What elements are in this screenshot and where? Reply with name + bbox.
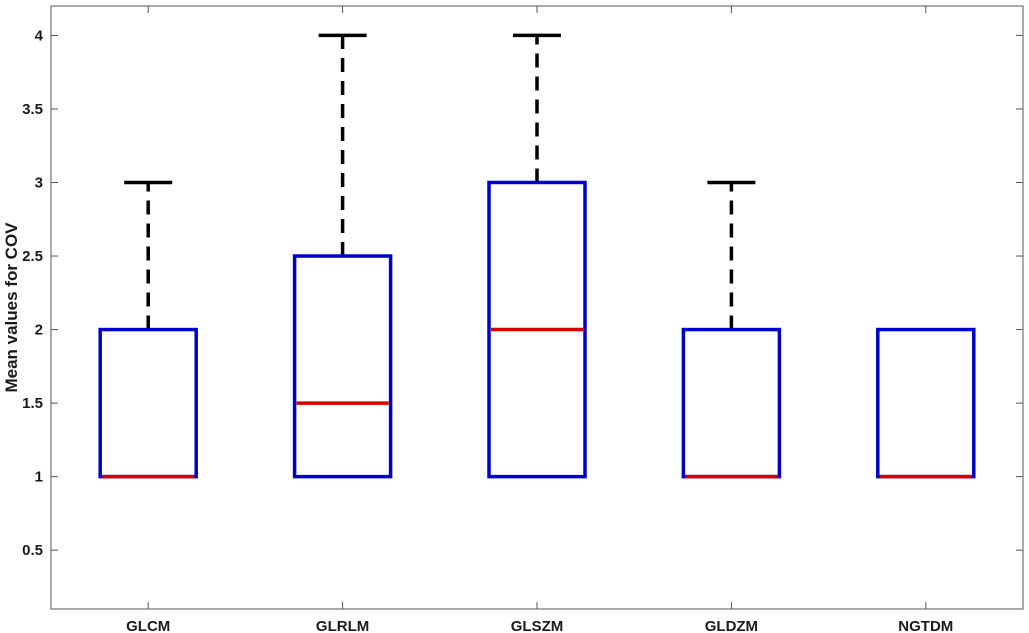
- x-axis: GLCM GLRLM GLSZM GLDZM NGTDM: [126, 6, 953, 633]
- box-glszm: [487, 33, 587, 479]
- x-tick-label: NGTDM: [898, 618, 953, 633]
- iqr-box: [681, 327, 782, 479]
- y-tick-label: 1.5: [22, 395, 43, 412]
- y-tick-label: 2.5: [22, 248, 43, 265]
- y-tick-label: 4: [35, 27, 44, 44]
- y-tick-label: 2: [35, 322, 43, 339]
- y-axis-title: Mean values for COV: [2, 222, 21, 393]
- plot-frame: [50, 5, 1024, 610]
- y-tick-label: 1: [35, 469, 43, 486]
- box-glrlm: [292, 33, 393, 479]
- iqr-box: [487, 180, 587, 479]
- y-tick-label: 3: [35, 174, 43, 191]
- iqr-box: [292, 254, 393, 479]
- box-gldzm: [681, 180, 782, 479]
- x-tick-label: GLSZM: [511, 618, 564, 633]
- box-ngtdm: [876, 327, 976, 479]
- x-tick-label: GLCM: [126, 618, 170, 633]
- box-series: [98, 33, 976, 479]
- iqr-box: [98, 327, 198, 479]
- iqr-box: [876, 327, 976, 479]
- y-axis: 0.5 1 1.5 2 2.5 3 3.5 4: [22, 27, 1023, 559]
- x-tick-label: GLDZM: [705, 618, 758, 633]
- box-glcm: [98, 180, 198, 479]
- x-tick-label: GLRLM: [316, 618, 369, 633]
- y-tick-label: 0.5: [22, 542, 43, 559]
- y-tick-label: 3.5: [22, 101, 43, 118]
- plot-border: [50, 5, 1024, 610]
